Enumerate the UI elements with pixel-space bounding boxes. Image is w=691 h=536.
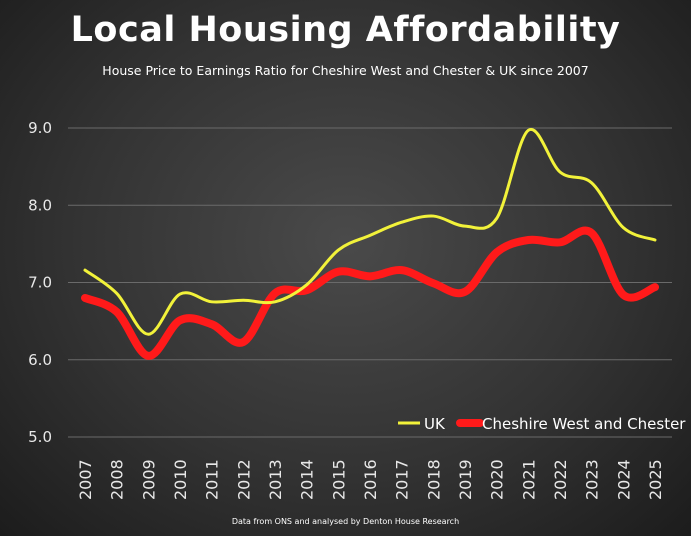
y-tick-label: 7.0 [28, 274, 52, 292]
x-tick-label: 2024 [614, 459, 633, 500]
series-line-uk [83, 127, 657, 336]
x-tick-label: 2022 [551, 459, 570, 500]
y-tick-label: 5.0 [28, 428, 52, 446]
legend-label-uk: UK [424, 415, 446, 433]
y-tick-label: 9.0 [28, 119, 52, 137]
x-tick-label: 2010 [171, 459, 190, 500]
x-tick-label: 2016 [361, 459, 380, 500]
x-tick-label: 2008 [108, 459, 127, 500]
chart-footer: Data from ONS and analysed by Denton Hou… [231, 517, 460, 526]
y-tick-label: 6.0 [28, 351, 52, 369]
x-tick-label: 2025 [646, 459, 665, 500]
x-tick-label: 2014 [298, 459, 317, 500]
chart-subtitle: House Price to Earnings Ratio for Cheshi… [102, 63, 589, 78]
x-tick-label: 2018 [424, 459, 443, 500]
x-tick-label: 2017 [393, 459, 412, 500]
series-line-cheshire-west-and-chester [81, 226, 659, 360]
x-tick-label: 2013 [266, 459, 285, 500]
legend-label-cheshire: Cheshire West and Chester [482, 415, 686, 433]
y-tick-label: 8.0 [28, 196, 52, 214]
x-tick-label: 2021 [519, 459, 538, 500]
x-tick-label: 2012 [234, 459, 253, 500]
x-tick-label: 2023 [583, 459, 602, 500]
x-tick-label: 2019 [456, 459, 475, 500]
x-tick-label: 2011 [203, 459, 222, 500]
x-tick-label: 2007 [76, 459, 95, 500]
x-tick-label: 2020 [488, 459, 507, 500]
x-tick-label: 2009 [139, 459, 158, 500]
x-tick-label: 2015 [329, 459, 348, 500]
chart-title: Local Housing Affordability [70, 10, 621, 50]
